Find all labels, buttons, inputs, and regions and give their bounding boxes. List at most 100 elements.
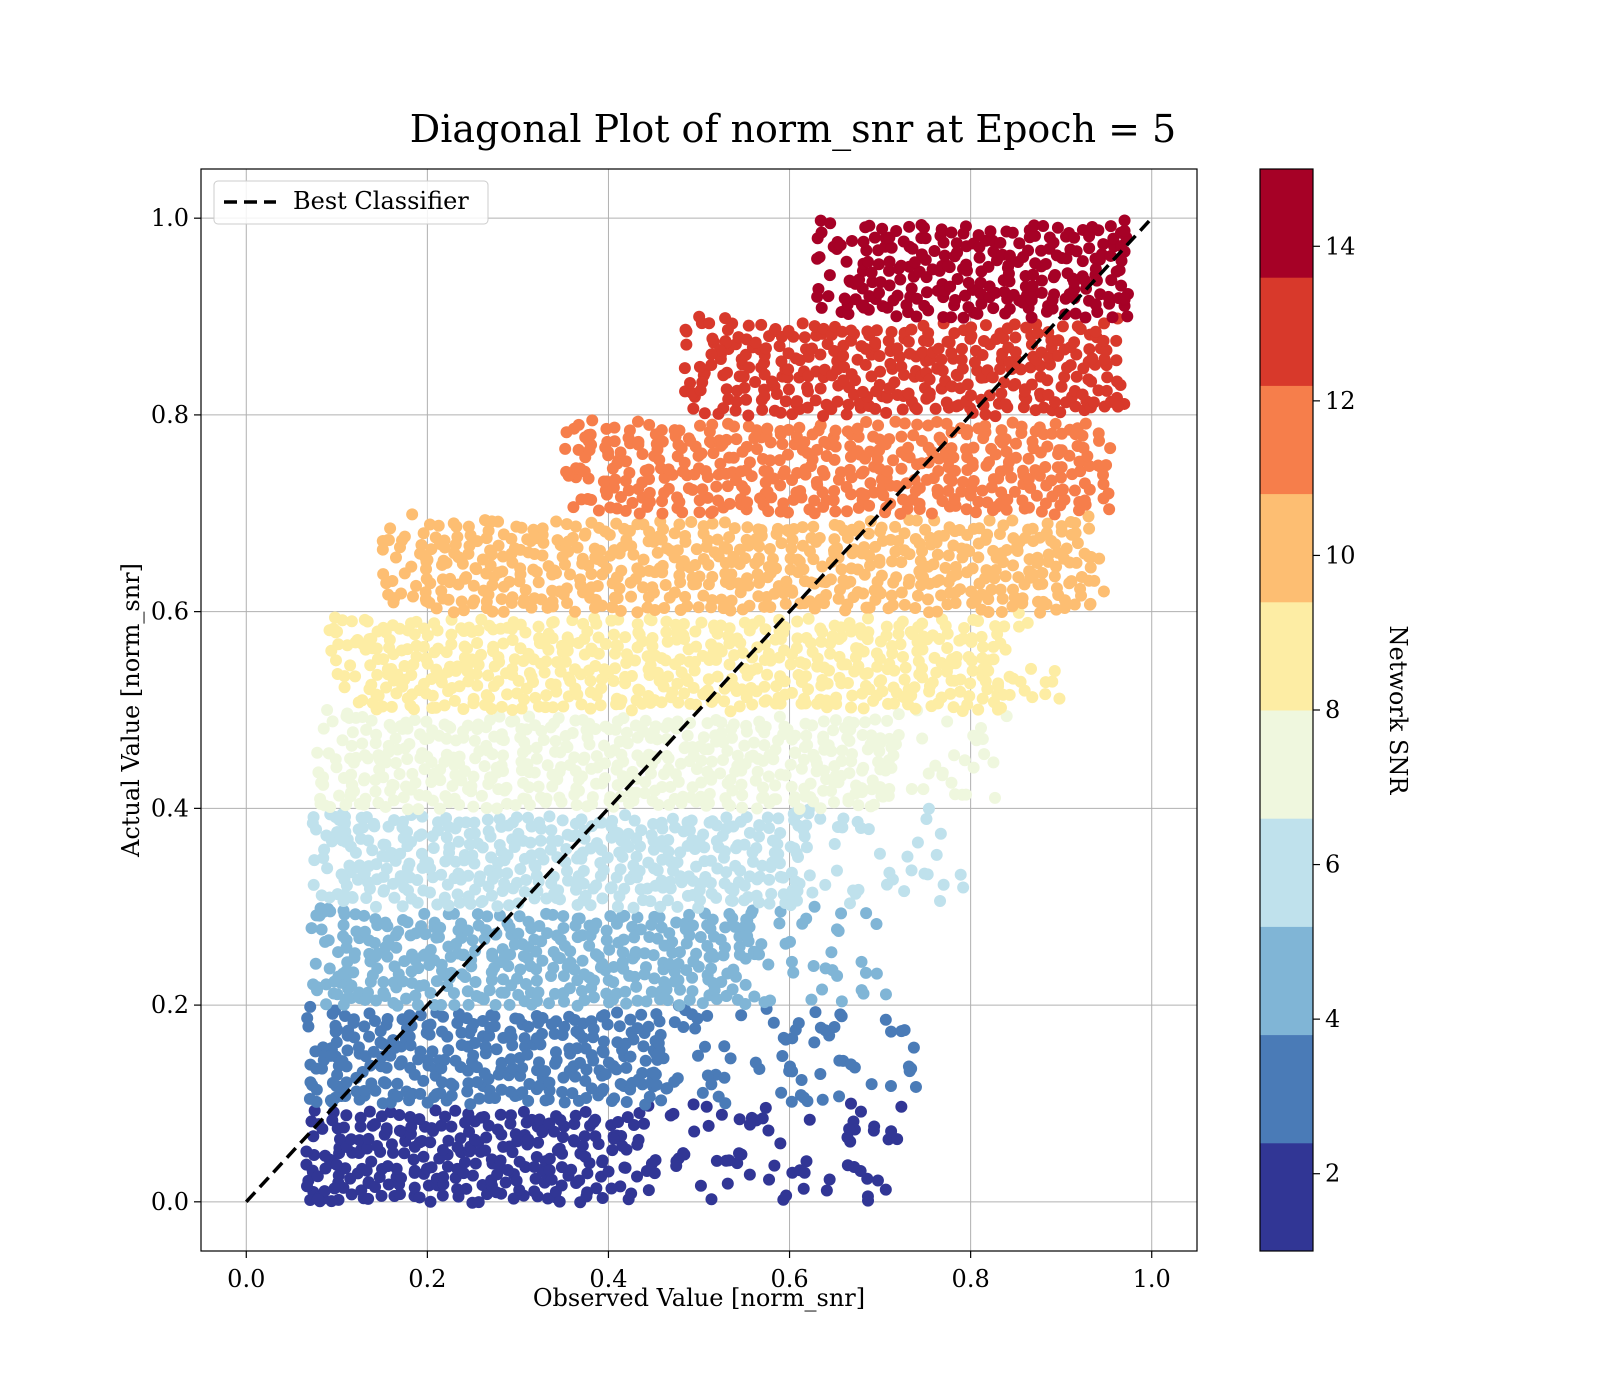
data-point — [326, 715, 339, 728]
data-point — [369, 1084, 382, 1097]
data-point — [321, 704, 334, 717]
data-point — [461, 985, 474, 998]
data-point — [910, 310, 923, 323]
data-point — [814, 1067, 827, 1080]
data-point — [749, 375, 762, 388]
data-point — [389, 732, 402, 745]
data-point — [738, 381, 751, 394]
data-point — [892, 729, 905, 742]
data-point — [326, 1114, 339, 1127]
data-point — [626, 765, 639, 778]
data-point — [697, 828, 710, 841]
data-point — [547, 870, 560, 883]
data-point — [881, 465, 894, 478]
data-point — [606, 814, 619, 827]
data-point — [564, 956, 577, 969]
data-point — [411, 998, 424, 1011]
data-point — [369, 900, 382, 913]
data-point — [684, 716, 697, 729]
data-point — [1074, 465, 1087, 478]
data-point — [614, 604, 627, 617]
data-point — [690, 947, 703, 960]
data-point — [622, 1193, 635, 1206]
data-point — [718, 845, 731, 858]
data-point — [696, 483, 709, 496]
data-point — [543, 1152, 556, 1165]
data-point — [557, 922, 570, 935]
data-point — [539, 1065, 552, 1078]
data-point — [873, 847, 886, 860]
data-point — [1079, 417, 1092, 430]
data-point — [467, 800, 480, 813]
data-point — [468, 1133, 481, 1146]
data-point — [321, 862, 334, 875]
data-point — [805, 993, 818, 1006]
data-point — [742, 319, 755, 332]
data-point — [761, 465, 774, 478]
data-point — [657, 523, 670, 536]
data-point — [406, 508, 419, 521]
data-point — [774, 406, 787, 419]
data-point — [345, 786, 358, 799]
data-point — [681, 600, 694, 613]
data-point — [671, 900, 684, 913]
data-point — [686, 483, 699, 496]
data-point — [412, 803, 425, 816]
data-point — [530, 752, 543, 765]
data-point — [1097, 478, 1110, 491]
data-point — [570, 799, 583, 812]
data-point — [434, 1087, 447, 1100]
data-point — [1070, 370, 1083, 383]
data-point — [315, 1062, 328, 1075]
data-point — [935, 353, 948, 366]
data-point — [808, 900, 821, 913]
data-point — [671, 544, 684, 557]
data-point — [671, 1072, 684, 1085]
data-point — [698, 407, 711, 420]
data-point — [579, 1150, 592, 1163]
data-point — [747, 736, 760, 749]
data-point — [492, 651, 505, 664]
data-point — [495, 728, 508, 741]
data-point — [507, 1192, 520, 1205]
data-point — [573, 1174, 586, 1187]
data-point — [356, 711, 369, 724]
data-point — [306, 817, 319, 830]
data-point — [333, 813, 346, 826]
data-point — [852, 274, 865, 287]
data-point — [1074, 323, 1087, 336]
data-point — [660, 983, 673, 996]
data-point — [512, 897, 525, 910]
data-point — [340, 1076, 353, 1089]
data-point — [1008, 485, 1021, 498]
data-point — [735, 1148, 748, 1161]
data-point — [659, 578, 672, 591]
data-point — [794, 484, 807, 497]
data-point — [418, 622, 431, 635]
data-point — [715, 1108, 728, 1121]
data-point — [766, 552, 779, 565]
data-point — [533, 920, 546, 933]
data-point — [617, 933, 630, 946]
data-point — [763, 1173, 776, 1186]
data-point — [1031, 327, 1044, 340]
data-point — [398, 660, 411, 673]
data-point — [776, 1049, 789, 1062]
data-point — [471, 1076, 484, 1089]
data-point — [484, 559, 497, 572]
data-point — [695, 776, 708, 789]
data-point — [1000, 445, 1013, 458]
data-point — [337, 904, 350, 917]
x-axis-label: Observed Value [norm_snr] — [533, 1284, 865, 1312]
data-point — [852, 642, 865, 655]
data-point — [718, 877, 731, 890]
data-point — [1069, 400, 1082, 413]
data-point — [801, 1095, 814, 1108]
data-point — [907, 429, 920, 442]
data-point — [872, 258, 885, 271]
data-point — [660, 615, 673, 628]
data-point — [389, 551, 402, 564]
data-point — [960, 543, 973, 556]
data-point — [798, 692, 811, 705]
data-point — [831, 395, 844, 408]
